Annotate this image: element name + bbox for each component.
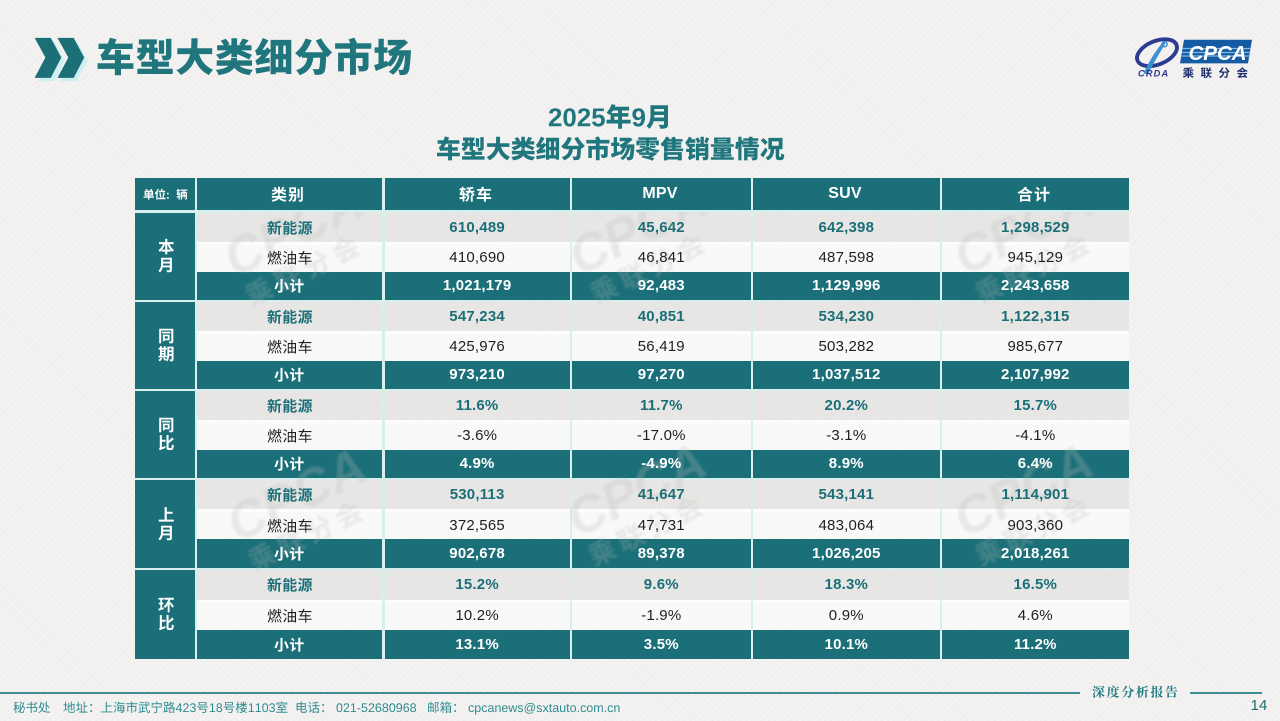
svg-text:CRDA: CRDA [1138,69,1169,79]
svg-text:CPCA: CPCA [1189,42,1247,65]
